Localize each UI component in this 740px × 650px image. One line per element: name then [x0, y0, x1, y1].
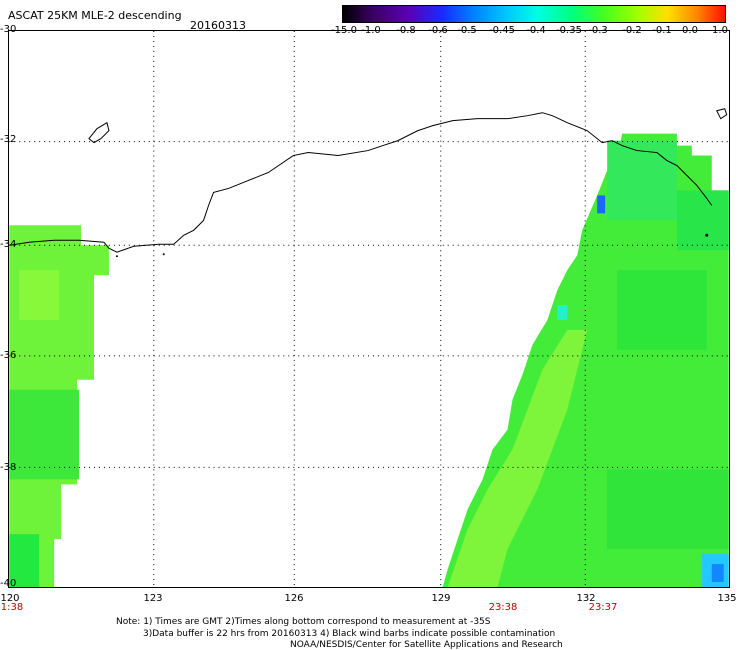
- lat-label: -40: [0, 578, 17, 589]
- lon-label: 132: [576, 593, 596, 604]
- lon-label: 120: [0, 593, 20, 604]
- lat-label: -32: [0, 134, 17, 145]
- lat-label: -38: [0, 462, 17, 473]
- time-label: 23:37: [588, 602, 618, 613]
- note-line-1: Note: 1) Times are GMT 2)Times along bot…: [116, 617, 491, 627]
- lat-label: -34: [0, 239, 17, 250]
- lat-label: -30: [0, 24, 17, 35]
- swath-blue-pixel: [597, 195, 606, 214]
- lon-label: 135: [717, 593, 737, 604]
- map-date: 20160313: [190, 19, 246, 32]
- time-label: 23:38: [488, 602, 518, 613]
- credit-line: NOAA/NESDIS/Center for Satellite Applica…: [290, 640, 563, 650]
- note-line-2: 3)Data buffer is 22 hrs from 20160313 4)…: [143, 629, 556, 639]
- time-label: 1:38: [0, 602, 24, 613]
- map-title: ASCAT 25KM MLE-2 descending: [8, 9, 182, 22]
- colorbar: [342, 5, 726, 23]
- graticule: [9, 31, 729, 587]
- lon-label: 123: [143, 593, 163, 604]
- island-coastline: [88, 121, 110, 144]
- lon-label: 126: [284, 593, 304, 604]
- lat-label: -36: [0, 350, 17, 361]
- swath-west: [9, 225, 109, 587]
- map-panel: [8, 30, 730, 588]
- coastline: [9, 112, 713, 253]
- lon-label: 129: [431, 593, 451, 604]
